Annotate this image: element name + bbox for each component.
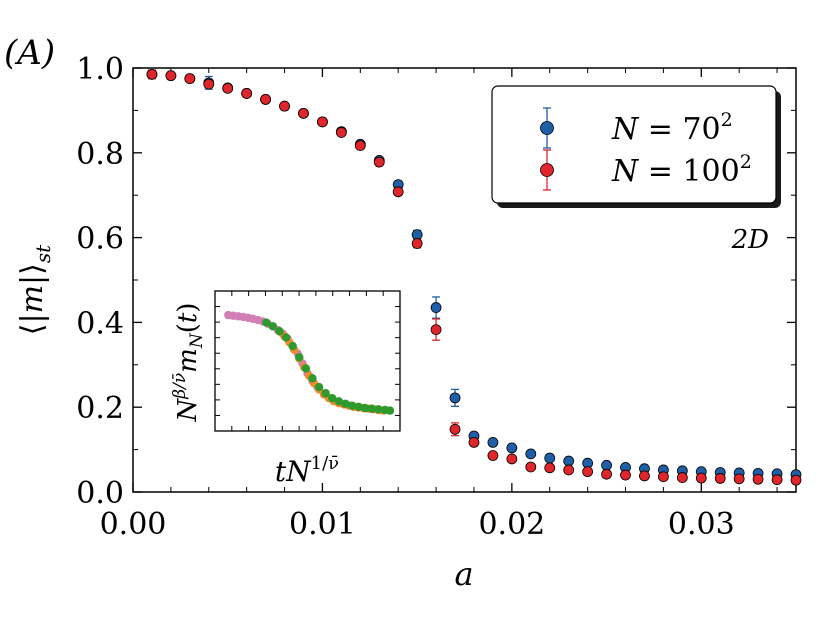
data-point (203, 78, 215, 90)
data-point (241, 88, 253, 99)
data-point (771, 474, 783, 486)
y-tick-label: 1.0 (76, 52, 124, 87)
x-tick-label: 0.02 (478, 507, 545, 542)
data-point (449, 392, 461, 404)
data-point (658, 471, 669, 483)
inset-data-point (367, 404, 377, 413)
data-point (525, 448, 537, 460)
data-point (449, 423, 461, 435)
data-point (506, 442, 518, 454)
data-point (279, 100, 290, 112)
panel-label: (A) (4, 33, 55, 73)
data-point (544, 462, 556, 474)
inset-ticks (215, 291, 400, 431)
y-tick-label: 0.6 (76, 222, 124, 257)
data-point (714, 473, 726, 484)
inset-data-point (281, 333, 291, 342)
data-point (317, 116, 328, 128)
inset-data-point (334, 397, 344, 406)
legend: N = 702 N = 1002 (491, 85, 781, 208)
inset-y-label-group: Nβ/ν̄mN(t) (170, 303, 207, 423)
inset-series-green (262, 318, 395, 415)
data-point (620, 469, 631, 481)
legend-marker (540, 121, 554, 135)
y-axis-label-group: ⟨|m|⟩st (15, 244, 55, 335)
y-tick-label: 0.4 (76, 306, 124, 341)
inset-plot (214, 290, 401, 432)
data-point (165, 70, 177, 82)
legend-box (491, 85, 777, 204)
inset-data-point (301, 364, 311, 373)
data-point (752, 473, 764, 485)
y-tick-label: 0.2 (76, 391, 124, 426)
data-point (392, 186, 404, 198)
data-point (222, 82, 234, 94)
inset-data-point (347, 401, 357, 410)
legend-entry: N = 1002 (540, 149, 752, 191)
inset-data-point (288, 341, 297, 351)
data-point (430, 324, 442, 336)
inset-data-point (328, 394, 337, 403)
main-ticklabels: 0.00 0.01 0.02 0.03 0.0 0.2 0.4 0.6 0.8 1.0 (76, 52, 734, 542)
y-axis-label: ⟨|m|⟩st (15, 244, 55, 335)
data-point (582, 466, 594, 478)
legend-entries: N = 702 N = 1002 (540, 107, 752, 191)
y-tick-label: 0.8 (76, 137, 124, 172)
legend-marker (540, 163, 554, 177)
data-point (563, 455, 575, 467)
inset-x-label: tN1/ν̄ (275, 453, 339, 488)
inset-data-point (374, 405, 383, 414)
data-point (563, 464, 575, 476)
data-point (601, 459, 612, 471)
inset-data-point (341, 399, 350, 408)
inset-data-point (268, 322, 278, 331)
inset-data-point (385, 406, 395, 415)
x-axis-label: a (454, 555, 473, 593)
main-points (146, 68, 802, 486)
inset-data-point (295, 353, 304, 362)
data-point (525, 461, 537, 473)
inset-data-point (314, 382, 324, 392)
data-point (790, 474, 802, 486)
y-tick-label: 0.0 (76, 476, 124, 511)
data-point (298, 107, 309, 119)
data-point (639, 470, 650, 482)
inset-data-point (321, 389, 330, 398)
data-point (430, 302, 442, 313)
data-point (695, 472, 707, 484)
inset-data-point (354, 402, 363, 412)
data-point (733, 473, 745, 485)
inset-data-point (262, 318, 271, 327)
data-point (411, 229, 423, 241)
x-tick-label: 0.03 (668, 507, 735, 542)
data-point (146, 68, 158, 80)
x-tick-label: 0.01 (289, 507, 356, 542)
data-point (373, 156, 385, 168)
legend-label: N = 1002 (611, 151, 752, 189)
data-point (184, 73, 196, 84)
legend-entry: N = 702 (540, 107, 733, 149)
data-point (487, 450, 499, 461)
inset-data-point (275, 327, 284, 336)
annotation-2d: 2D (731, 225, 770, 255)
x-tick-label: 0.00 (100, 507, 167, 542)
data-point (676, 472, 688, 483)
legend-label: N = 702 (611, 109, 733, 147)
data-point (601, 468, 612, 480)
inset-data-point (361, 403, 370, 413)
data-point (260, 93, 272, 105)
data-point (335, 127, 347, 138)
data-point (354, 140, 366, 151)
data-point (468, 436, 480, 448)
series-n100 (146, 68, 802, 486)
inset-data-point (308, 374, 317, 383)
data-point (544, 452, 556, 464)
inset-y-label: Nβ/ν̄mN(t) (170, 303, 207, 423)
data-point (506, 453, 518, 465)
data-point (487, 436, 499, 448)
data-point (411, 238, 423, 249)
main-ticks (132, 67, 796, 493)
inset-points (224, 310, 395, 415)
